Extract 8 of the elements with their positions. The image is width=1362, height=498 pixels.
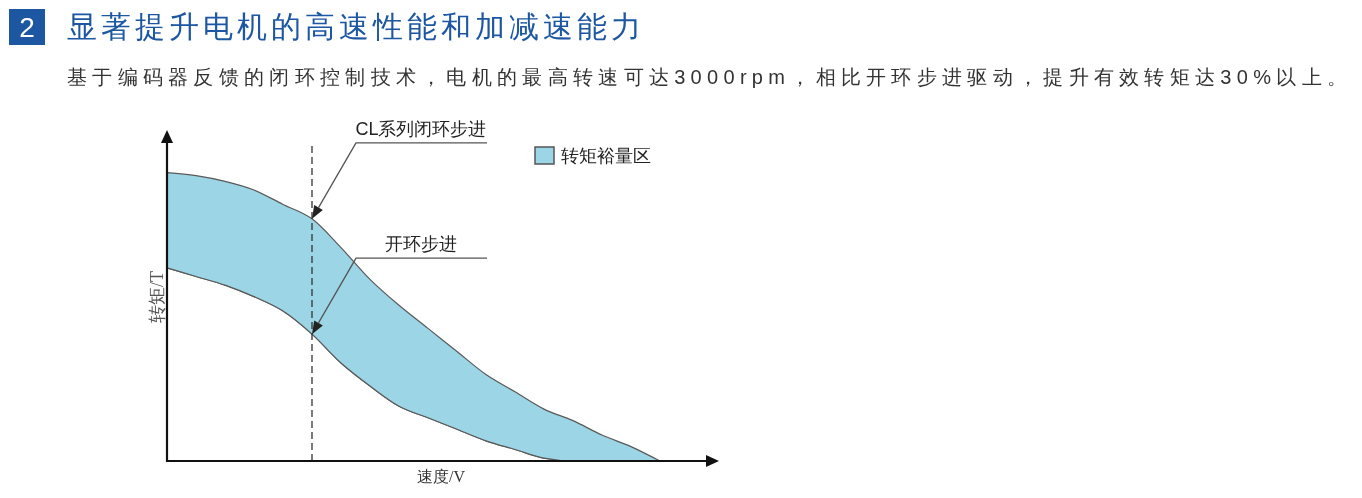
- legend-label: 转矩裕量区: [561, 146, 651, 166]
- chart-title: 显著提升电机的高速性能和加减速能力: [67, 10, 645, 43]
- y-axis-title: 转矩/T: [147, 271, 167, 323]
- number-badge: 2: [9, 9, 45, 45]
- x-axis-title: 速度/V: [417, 468, 466, 485]
- text: CL系列闭环步进: [355, 118, 487, 139]
- annotation: 开环步进: [385, 234, 457, 255]
- chart-subtitle: 基于编码器反馈的闭环控制技术，电机的最高转速可达3000rpm，相比开环步进驱动，提升有效转矩达30%以上。: [67, 66, 1353, 88]
